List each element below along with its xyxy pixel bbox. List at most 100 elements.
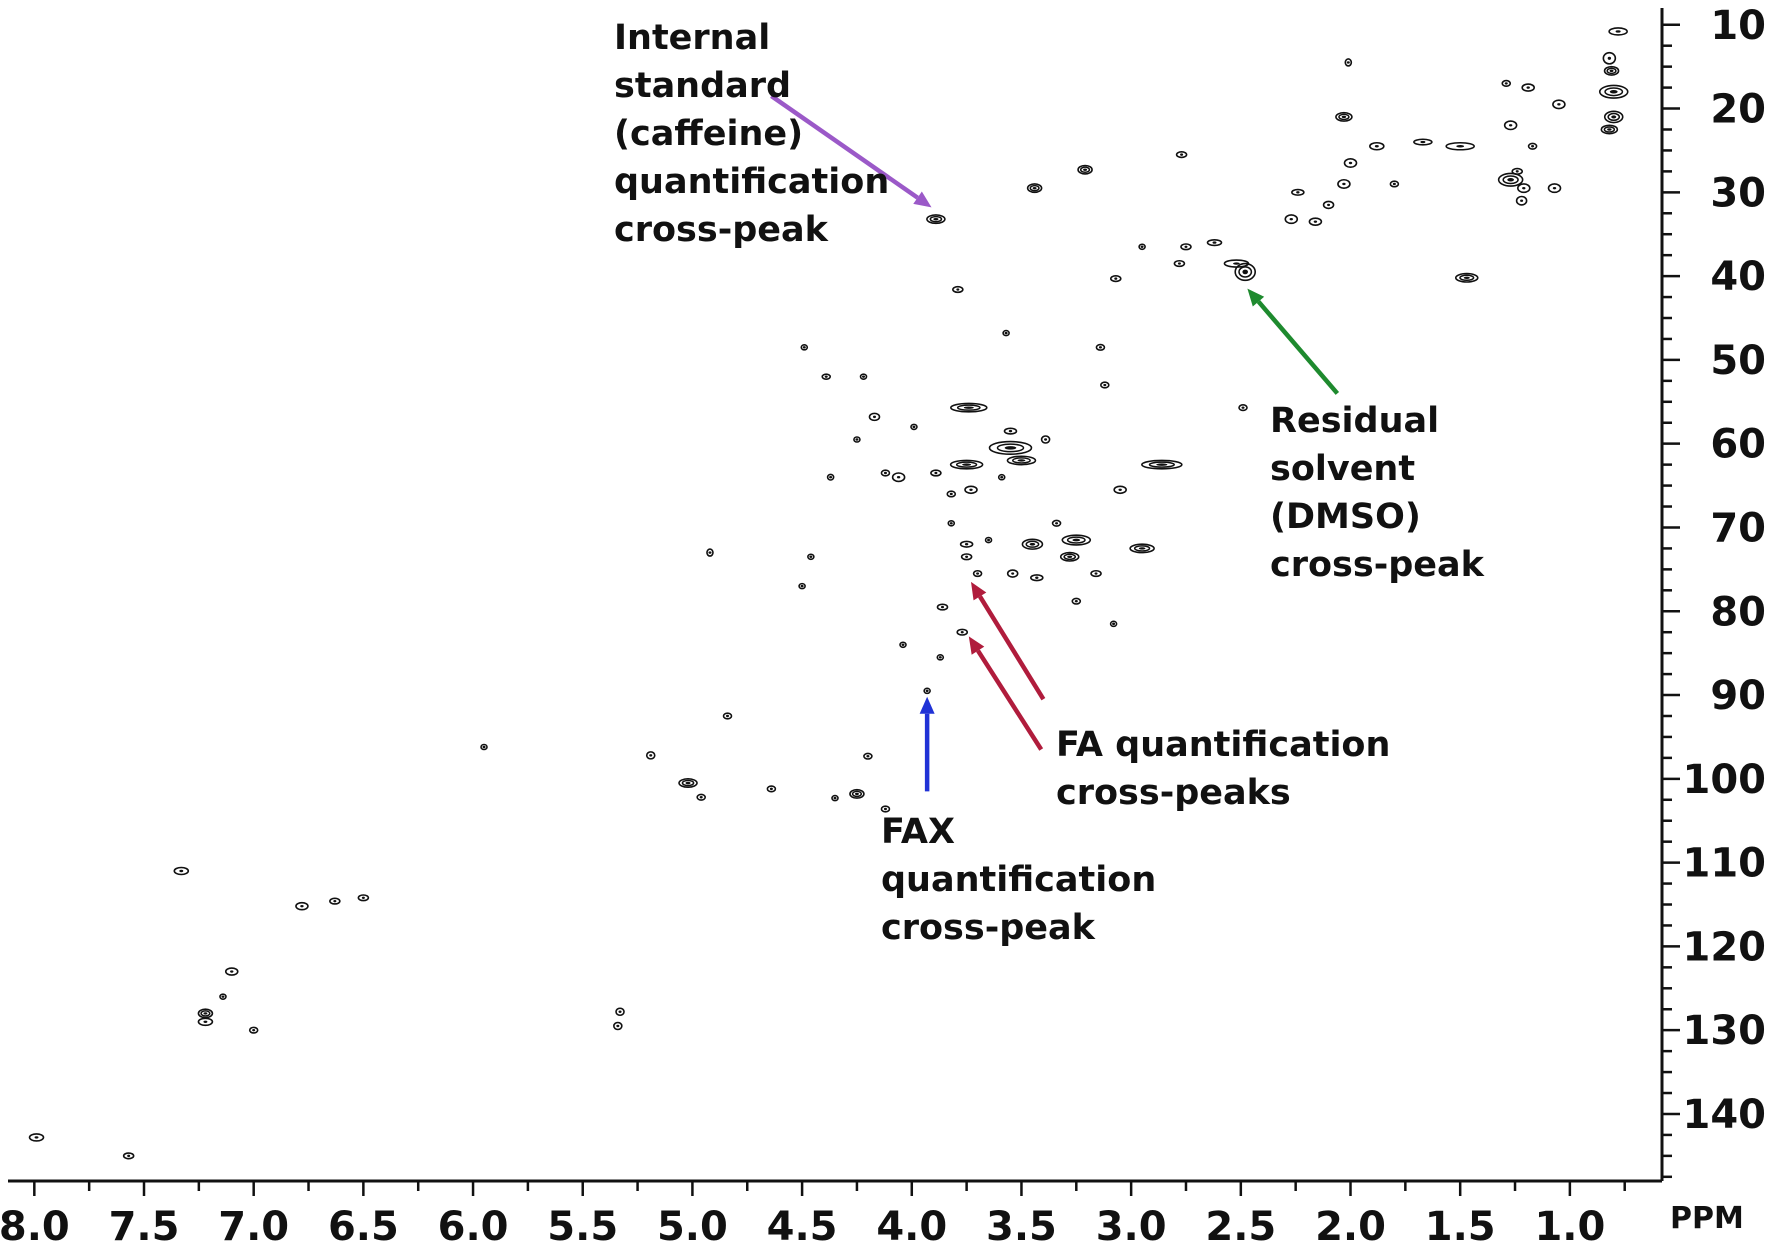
contour-peak [722, 712, 733, 720]
contour-peak [1608, 27, 1628, 36]
contour-peak [1090, 569, 1102, 578]
contour-peak [891, 472, 906, 483]
contour-peak [480, 743, 488, 751]
annotation-line: (caffeine) [614, 114, 803, 154]
contour-peak [1006, 569, 1019, 578]
y-tick-label: 120 [1683, 924, 1767, 970]
annotation-line: quantification [614, 162, 889, 202]
contour-peak [880, 469, 891, 477]
y-tick-label: 10 [1710, 3, 1766, 49]
contour-peak [1175, 151, 1188, 159]
contour-peak [952, 285, 964, 294]
y-tick-label: 130 [1683, 1008, 1767, 1054]
contour-peak [949, 459, 984, 470]
contour-peak [295, 901, 309, 911]
y-tick-label: 90 [1710, 673, 1766, 719]
contour-peak [197, 1017, 214, 1027]
x-tick-label: 6.5 [328, 1204, 399, 1250]
contour-peak [1061, 534, 1092, 546]
contour-peak [1501, 79, 1512, 88]
contour-peak [868, 412, 881, 422]
y-tick-label: 60 [1710, 422, 1766, 468]
contour-peak [28, 1133, 45, 1142]
x-tick-label: 6.0 [438, 1204, 509, 1250]
contour-peak [1095, 343, 1106, 351]
annotation-fax-cross-peak: FAX quantification cross-peak [881, 812, 1168, 948]
contour-peak [1141, 459, 1183, 470]
annotation-labels: Internal standard (caffeine) quantificat… [614, 18, 1485, 948]
contour-peak [1059, 551, 1080, 562]
contour-peak [959, 540, 974, 548]
x-tick-label: 8.0 [0, 1204, 70, 1250]
contour-peak [956, 628, 969, 636]
contour-peak [696, 793, 706, 801]
contour-peak [1454, 272, 1479, 283]
y-tick-label: 110 [1683, 841, 1767, 887]
annotation-line: quantification [881, 860, 1156, 900]
contour-peak [926, 214, 946, 225]
contour-peak [1369, 141, 1385, 151]
contour-peak [1552, 99, 1566, 110]
contour-peak [798, 582, 806, 590]
contour-peak [1343, 158, 1358, 169]
contour-peak [329, 897, 341, 905]
contour-peak [1308, 217, 1323, 226]
contour-peak [248, 1026, 259, 1034]
contour-peak [1238, 404, 1248, 412]
x-tick-label: 7.5 [109, 1204, 180, 1250]
contour-peak [224, 967, 239, 976]
annotation-line: (DMSO) [1270, 497, 1421, 537]
contour-peak [910, 423, 918, 431]
contour-peak [219, 993, 227, 1000]
contour-peak [1598, 84, 1629, 99]
annotation-arrow [971, 581, 1046, 701]
y-tick-label: 30 [1710, 170, 1766, 216]
contour-peak [1603, 65, 1620, 76]
x-tick-label: 2.0 [1315, 1204, 1386, 1250]
contour-peak [826, 473, 835, 481]
contour-peak [950, 402, 988, 413]
x-tick-label: 5.0 [657, 1204, 728, 1250]
contour-peak [1602, 51, 1617, 65]
axes: PPM 8.0 7.5 7.0 6.5 6.0 5.5 5.0 4.5 4.0 3.5 3.0 2.5… [0, 3, 1766, 1250]
contour-peak [863, 752, 873, 760]
x-tick-label: 1.5 [1425, 1204, 1496, 1250]
annotation-arrow [770, 94, 932, 208]
x-tick-label: 4.0 [876, 1204, 947, 1250]
contour-peak [853, 436, 861, 443]
contour-peak [807, 553, 815, 561]
x-tick-label: 2.5 [1205, 1204, 1276, 1250]
contour-peak [947, 519, 956, 527]
contour-peak [1206, 239, 1223, 247]
contour-peak [357, 894, 370, 902]
y-tick-label: 50 [1710, 338, 1766, 384]
contour-peak [1109, 620, 1118, 628]
y-tick-label: 140 [1683, 1092, 1767, 1138]
contour-peak [678, 778, 698, 789]
annotation-line: FA quantification [1056, 725, 1390, 765]
contour-peak [1547, 183, 1562, 194]
contour-peak [1600, 124, 1619, 135]
contour-peak [964, 485, 978, 495]
x-tick-label: 7.0 [218, 1204, 289, 1250]
contour-peak [1040, 435, 1051, 444]
contour-peak [1445, 141, 1475, 151]
contour-peak [613, 1021, 623, 1031]
x-tick-label: 4.5 [767, 1204, 838, 1250]
contour-peak [800, 344, 809, 351]
contour-peak [1077, 164, 1093, 175]
x-tick-label: 3.0 [1096, 1204, 1167, 1250]
annotation-arrow [968, 636, 1044, 751]
contour-peak [1603, 110, 1624, 124]
contour-peak [1003, 427, 1018, 435]
annotation-line: Internal [614, 18, 770, 58]
contour-peak [936, 603, 949, 611]
contour-peak [1503, 120, 1518, 131]
contour-peak [1413, 138, 1433, 146]
contour-peak [1527, 142, 1538, 150]
annotation-arrow [919, 696, 935, 792]
contour-peak [831, 794, 839, 802]
contour-peak [1515, 195, 1528, 206]
annotation-arrow [1247, 288, 1340, 395]
contour-peak [821, 373, 832, 380]
